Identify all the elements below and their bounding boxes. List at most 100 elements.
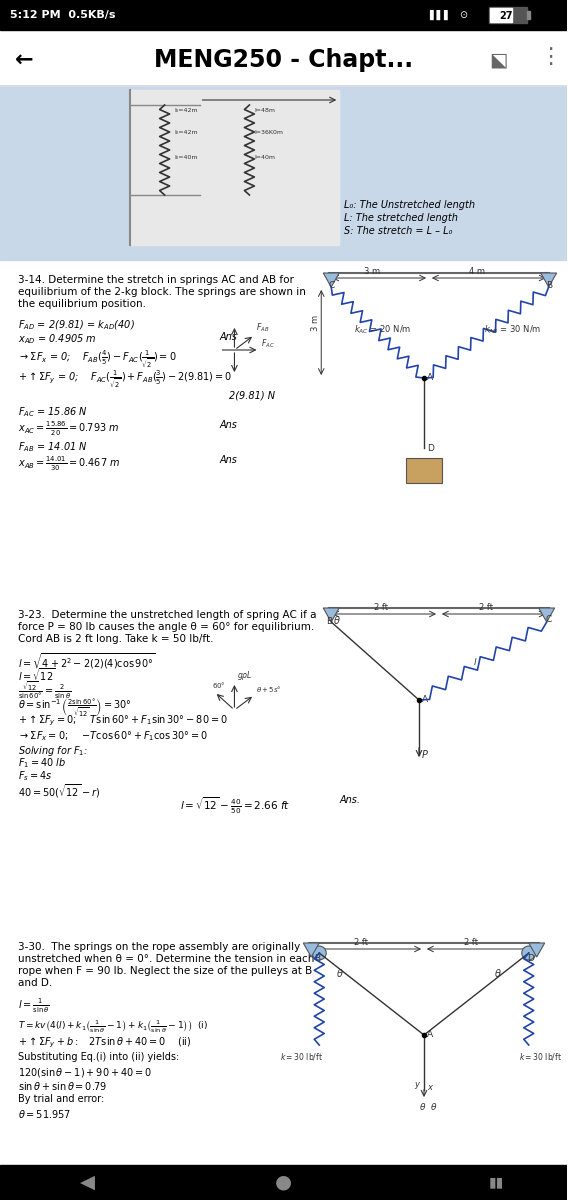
Circle shape xyxy=(522,946,536,960)
Text: 2(9.81) N: 2(9.81) N xyxy=(229,390,275,400)
Bar xyxy=(406,458,442,482)
Bar xyxy=(527,11,530,19)
Text: $\theta+5s°$: $\theta+5s°$ xyxy=(256,684,282,694)
Text: 3 m: 3 m xyxy=(364,266,380,276)
Text: $g\rho L$: $g\rho L$ xyxy=(237,670,253,682)
Text: ⬕: ⬕ xyxy=(489,50,507,70)
Text: 3 m: 3 m xyxy=(311,314,320,331)
Text: B: B xyxy=(314,954,320,962)
Text: the equilibrium position.: the equilibrium position. xyxy=(18,299,146,308)
Text: x: x xyxy=(427,1082,432,1092)
Polygon shape xyxy=(538,608,555,622)
Text: $k=30$ lb/ft: $k=30$ lb/ft xyxy=(280,1051,323,1062)
Text: y: y xyxy=(414,1080,419,1090)
Text: S: The stretch = L – L₀: S: The stretch = L – L₀ xyxy=(344,226,453,236)
Text: $\theta$: $\theta$ xyxy=(333,614,341,626)
Text: l: l xyxy=(474,658,477,667)
Text: $x_{AC} = \frac{15.86}{20} = 0.793$ m: $x_{AC} = \frac{15.86}{20} = 0.793$ m xyxy=(18,420,119,438)
Bar xyxy=(130,90,339,245)
Text: $F_{AD}$ = 2(9.81) = $k_{AD}$(40): $F_{AD}$ = 2(9.81) = $k_{AD}$(40) xyxy=(18,318,135,331)
Bar xyxy=(490,8,512,22)
Text: MENG250 - Chapt...: MENG250 - Chapt... xyxy=(154,48,413,72)
Text: $\frac{\sqrt{12}}{\sin 60°} = \frac{2}{\sin\theta}$: $\frac{\sqrt{12}}{\sin 60°} = \frac{2}{\… xyxy=(18,680,71,702)
Text: $l = \sqrt{12}$: $l = \sqrt{12}$ xyxy=(18,666,56,683)
Text: $\sin\theta + \sin\theta = 0.79$: $\sin\theta + \sin\theta = 0.79$ xyxy=(18,1080,107,1092)
Text: L: The stretched length: L: The stretched length xyxy=(344,214,458,223)
Polygon shape xyxy=(529,943,545,958)
Text: $120(\sin\theta - 1) + 90 + 40 = 0$: $120(\sin\theta - 1) + 90 + 40 = 0$ xyxy=(18,1066,152,1079)
Text: A: A xyxy=(422,695,428,704)
Polygon shape xyxy=(303,943,319,958)
Text: l₀=40m: l₀=40m xyxy=(174,155,198,160)
Text: 3-23.  Determine the unstretched length of spring AC if a: 3-23. Determine the unstretched length o… xyxy=(18,610,316,620)
Text: unstretched when θ = 0°. Determine the tension in each: unstretched when θ = 0°. Determine the t… xyxy=(18,954,314,964)
Text: $\rightarrow\Sigma F_x = 0;$    $-T\cos60° + F_1\cos30° = 0$: $\rightarrow\Sigma F_x = 0;$ $-T\cos60° … xyxy=(18,728,208,743)
Text: $\rightarrow\Sigma F_x$ = 0;    $F_{AB}(\frac{4}{5}) - F_{AC}(\frac{1}{\sqrt{2}}: $\rightarrow\Sigma F_x$ = 0; $F_{AB}(\fr… xyxy=(18,348,177,370)
Text: $F_{AC}$: $F_{AC}$ xyxy=(261,338,275,350)
Text: $k=30$ lb/ft: $k=30$ lb/ft xyxy=(519,1051,562,1062)
Text: ▌▌▌: ▌▌▌ xyxy=(429,10,452,20)
Text: 2 ft: 2 ft xyxy=(479,602,493,612)
Bar xyxy=(0,85,567,260)
Text: $F_{AB}$: $F_{AB}$ xyxy=(256,320,270,334)
Text: $l = \sqrt{4 + 2^2 - 2(2)(4)\cos90°}$: $l = \sqrt{4 + 2^2 - 2(2)(4)\cos90°}$ xyxy=(18,652,155,671)
Text: A: A xyxy=(427,1030,433,1039)
Text: 3-14. Determine the stretch in springs AC and AB for: 3-14. Determine the stretch in springs A… xyxy=(18,275,294,284)
Text: l=36K0m: l=36K0m xyxy=(254,130,283,134)
Text: Cord AB is 2 ft long. Take k = 50 lb/ft.: Cord AB is 2 ft long. Take k = 50 lb/ft. xyxy=(18,634,214,644)
Text: $l = \frac{1}{\sin\theta}$: $l = \frac{1}{\sin\theta}$ xyxy=(18,997,49,1015)
Text: $\theta$: $\theta$ xyxy=(494,967,502,979)
Text: ←: ← xyxy=(15,50,34,70)
Text: $\theta = 51.957$: $\theta = 51.957$ xyxy=(18,1108,70,1120)
Text: 2 ft: 2 ft xyxy=(464,938,478,947)
Text: Ans.: Ans. xyxy=(339,794,360,805)
Text: 3-30.  The springs on the rope assembly are originally: 3-30. The springs on the rope assembly a… xyxy=(18,942,300,952)
Text: ⊙: ⊙ xyxy=(459,10,467,20)
Circle shape xyxy=(312,946,326,960)
Text: D: D xyxy=(527,954,534,962)
Polygon shape xyxy=(323,608,339,622)
Bar xyxy=(5,265,562,595)
Text: B: B xyxy=(326,617,332,626)
Text: 27: 27 xyxy=(499,11,512,20)
Text: $60°$: $60°$ xyxy=(212,680,226,690)
Text: $\theta$  $\theta$: $\theta$ $\theta$ xyxy=(419,1102,437,1112)
Text: $+\uparrow\Sigma F_y+b:$   $2T\sin\theta + 40 = 0$    (ii): $+\uparrow\Sigma F_y+b:$ $2T\sin\theta +… xyxy=(18,1036,191,1050)
Polygon shape xyxy=(323,272,339,287)
Text: L₀: The Unstretched length: L₀: The Unstretched length xyxy=(344,200,475,210)
Text: 5:12 PM  0.5KB/s: 5:12 PM 0.5KB/s xyxy=(10,10,115,20)
Text: $F_{AC}$ = 15.86 N: $F_{AC}$ = 15.86 N xyxy=(18,404,87,419)
Text: ⋮: ⋮ xyxy=(538,47,561,67)
Text: ◀: ◀ xyxy=(80,1172,95,1192)
Bar xyxy=(489,7,527,23)
Text: Substituting Eq.(i) into (ii) yields:: Substituting Eq.(i) into (ii) yields: xyxy=(18,1052,179,1062)
Text: B: B xyxy=(546,281,552,290)
Bar xyxy=(5,600,562,930)
Text: equilibrium of the 2-kg block. The springs are shown in: equilibrium of the 2-kg block. The sprin… xyxy=(18,287,306,296)
Text: $x_{AD}$ = 0.4905 m: $x_{AD}$ = 0.4905 m xyxy=(18,332,97,346)
Text: $+\uparrow\Sigma F_y$ = 0;    $F_{AC}(\frac{1}{\sqrt{2}}) + F_{AB}(\frac{3}{5}) : $+\uparrow\Sigma F_y$ = 0; $F_{AC}(\frac… xyxy=(18,368,232,390)
Text: l=40m: l=40m xyxy=(254,155,275,160)
Text: $+\uparrow\Sigma F_y = 0;$    $T\sin60° + F_1\sin30° - 80 = 0$: $+\uparrow\Sigma F_y = 0;$ $T\sin60° + F… xyxy=(18,714,228,728)
Polygon shape xyxy=(541,272,557,287)
Text: $F_{AB}$ = 14.01 N: $F_{AB}$ = 14.01 N xyxy=(18,440,87,454)
Text: $F_1 = 40$ lb: $F_1 = 40$ lb xyxy=(18,756,66,770)
Text: l₀=42m: l₀=42m xyxy=(174,108,198,113)
Text: l₀=42m: l₀=42m xyxy=(174,130,198,134)
Text: P: P xyxy=(422,750,428,760)
Text: and D.: and D. xyxy=(18,978,52,988)
Text: l=48m: l=48m xyxy=(254,108,275,113)
Text: rope when F = 90 lb. Neglect the size of the pulleys at B: rope when F = 90 lb. Neglect the size of… xyxy=(18,966,312,976)
Text: $40 = 50(\sqrt{12} - r)$: $40 = 50(\sqrt{12} - r)$ xyxy=(18,782,100,799)
Text: force P = 80 lb causes the angle θ = 60° for equilibrium.: force P = 80 lb causes the angle θ = 60°… xyxy=(18,622,314,632)
Text: By trial and error:: By trial and error: xyxy=(18,1094,104,1104)
Text: $F_s = 4s$: $F_s = 4s$ xyxy=(18,769,52,782)
Text: 2 ft: 2 ft xyxy=(374,602,388,612)
Text: $l = \sqrt{12} - \frac{40}{50} = 2.66$ ft: $l = \sqrt{12} - \frac{40}{50} = 2.66$ f… xyxy=(179,794,290,816)
Bar xyxy=(0,0,567,30)
Text: Ans: Ans xyxy=(219,420,237,430)
Text: C: C xyxy=(328,281,335,290)
Text: $x_{AB} = \frac{14.01}{30} = 0.467$ m: $x_{AB} = \frac{14.01}{30} = 0.467$ m xyxy=(18,455,120,473)
Text: ▮▮: ▮▮ xyxy=(489,1175,504,1189)
Text: D: D xyxy=(427,444,434,452)
